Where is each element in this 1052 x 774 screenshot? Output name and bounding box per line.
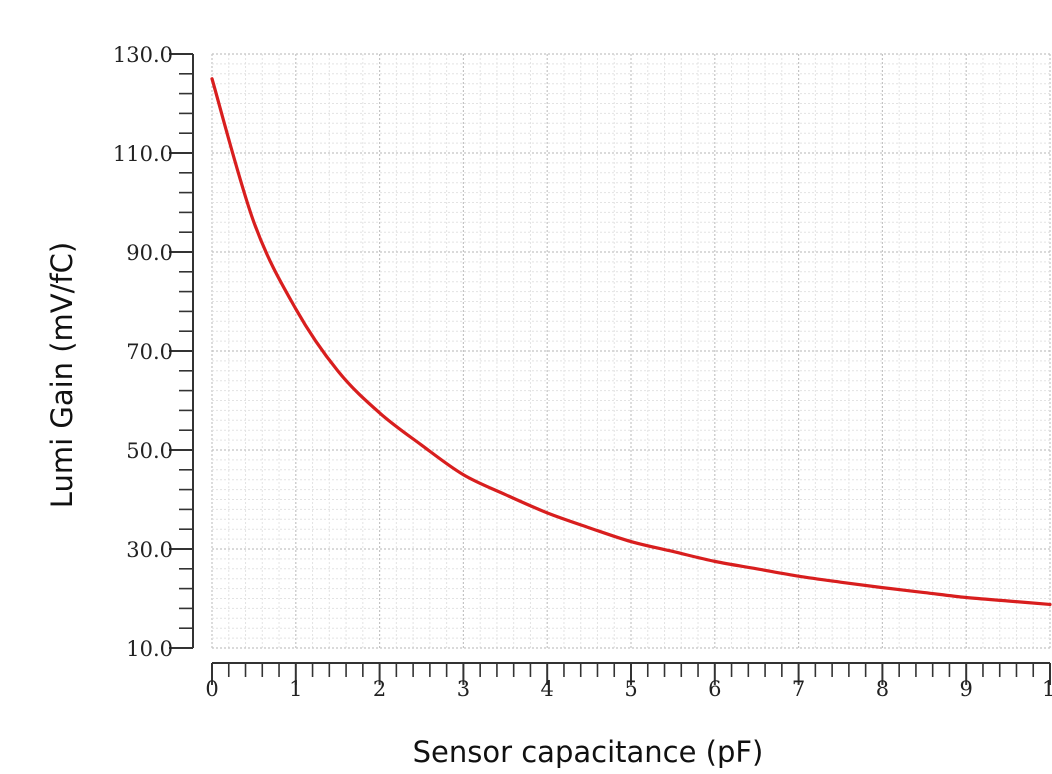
x-tick-label: 3	[457, 677, 470, 701]
x-tick-label: 4	[541, 677, 554, 701]
x-tick-label: 10	[1042, 677, 1052, 701]
x-tick-label: 0	[205, 677, 218, 701]
x-tick-label: 1	[289, 677, 302, 701]
x-tick-label: 6	[708, 677, 721, 701]
grid	[211, 53, 1051, 649]
y-tick-label: 30.0	[126, 538, 173, 562]
x-tick-label: 2	[373, 677, 386, 701]
y-tick-label: 90.0	[126, 241, 173, 265]
y-tick-label: 130.0	[113, 43, 173, 67]
series	[210, 77, 1052, 607]
y-tick-label: 110.0	[113, 142, 173, 166]
series-line-lumi-gain	[210, 77, 1052, 607]
y-tick-label: 50.0	[126, 439, 173, 463]
y-tick-label: 10.0	[126, 637, 173, 661]
x-tick-label: 9	[960, 677, 973, 701]
axes	[169, 53, 1051, 685]
y-axis-title: Lumi Gain (mV/fC)	[45, 242, 79, 508]
y-tick-label: 70.0	[126, 340, 173, 364]
y-tick-labels: 10.0 30.0 50.0 70.0 90.0 110.0 130.0	[113, 43, 173, 661]
x-axis-title: Sensor capacitance (pF)	[413, 735, 764, 769]
x-tick-label: 7	[792, 677, 805, 701]
x-tick-labels: 0 1 2 3 4 5 6 7 8 9 10	[205, 677, 1052, 701]
x-tick-label: 8	[876, 677, 889, 701]
x-tick-label: 5	[624, 677, 637, 701]
